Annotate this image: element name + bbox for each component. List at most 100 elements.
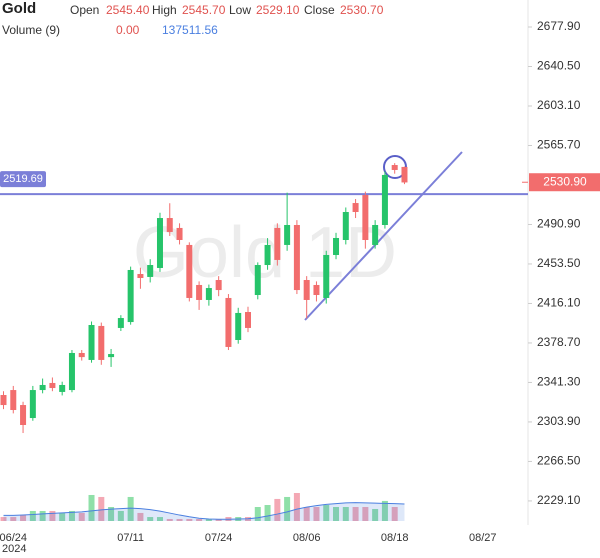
candle-body <box>68 352 75 391</box>
candle-body <box>215 280 222 291</box>
x-tick-label: 07/24 <box>205 532 233 544</box>
x-year-label: 2024 <box>2 543 26 555</box>
candle-body <box>352 203 359 213</box>
volume-bar <box>205 519 212 521</box>
y-tick-label: 2603.10 <box>537 98 581 112</box>
candle-body <box>78 352 85 358</box>
volume-bar <box>88 494 95 521</box>
candle-body <box>391 165 398 170</box>
candle-body <box>29 390 36 419</box>
candle-body <box>245 312 251 328</box>
candle-body <box>372 224 379 245</box>
y-tick-label: 2229.10 <box>537 493 581 507</box>
volume-bar <box>323 505 330 521</box>
legend-header: Gold Open 2545.40 High 2545.70 Low 2529.… <box>0 0 540 40</box>
volume-bar <box>186 519 193 521</box>
volume-bar <box>68 510 75 521</box>
low-label: Low <box>229 3 252 17</box>
candle-body <box>196 284 203 300</box>
volume-bar <box>293 493 300 521</box>
y-tick-label: 2416.10 <box>537 296 581 310</box>
x-tick-label: 06/24 <box>0 532 27 544</box>
candle-body <box>88 324 95 360</box>
volume-bar <box>39 510 46 521</box>
volume-bar <box>0 517 7 521</box>
symbol: Gold <box>2 0 37 17</box>
candle-body <box>264 244 271 266</box>
high-label: High <box>152 3 177 17</box>
x-tick-label: 07/11 <box>117 532 144 544</box>
candle-body <box>10 390 17 411</box>
volume-bar <box>352 507 359 521</box>
volume-bar <box>29 510 36 521</box>
y-tick-label: 2490.90 <box>537 217 581 231</box>
x-tick-label: 08/27 <box>469 532 497 544</box>
candle-body <box>49 382 56 389</box>
candle-body <box>342 212 349 240</box>
candle-body <box>284 224 291 245</box>
y-tick-label: 2266.50 <box>537 454 581 468</box>
candle-body <box>20 405 27 425</box>
volume-bar <box>166 519 173 521</box>
candle-body <box>313 284 320 296</box>
volume-bar <box>117 510 124 521</box>
y-tick-label: 2378.70 <box>537 335 581 349</box>
candle-body <box>147 265 154 277</box>
volume-bar <box>176 519 183 521</box>
candle-body <box>166 218 173 232</box>
volume-bar <box>78 512 85 521</box>
candle-body <box>176 227 183 240</box>
x-tick-label: 08/18 <box>381 532 409 544</box>
y-tick-label: 2640.50 <box>537 59 581 73</box>
volume-bar <box>196 519 203 521</box>
volume-bar <box>391 507 398 521</box>
candle-body <box>293 224 300 291</box>
candle-body <box>333 237 340 255</box>
volume-bar <box>137 512 144 521</box>
candle-body <box>59 384 66 392</box>
volume-bar <box>362 507 369 521</box>
volume-bar <box>372 508 379 521</box>
y-tick-label: 2677.90 <box>537 19 581 33</box>
volume-bar <box>303 507 310 521</box>
volume-bar <box>98 496 105 521</box>
close-value: 2530.70 <box>340 3 384 17</box>
volume-bar <box>284 496 291 521</box>
low-value: 2529.10 <box>256 3 300 17</box>
candle-body <box>117 318 124 328</box>
x-tick-label: 08/06 <box>293 532 321 544</box>
last-price-box <box>529 173 600 192</box>
candle-body <box>127 269 134 323</box>
volume-value: 0.00 <box>116 23 140 37</box>
volume-bar <box>59 512 66 521</box>
volume-bar <box>127 496 134 521</box>
y-tick-label: 2341.30 <box>537 375 581 389</box>
volume-label: Volume (9) <box>2 23 61 37</box>
candle-body <box>156 218 163 268</box>
volume-bar <box>215 519 222 521</box>
y-tick-label: 2303.90 <box>537 414 581 428</box>
candle-body <box>108 354 115 358</box>
candle-body <box>362 195 369 240</box>
volume-bar <box>108 507 115 521</box>
volume-bar <box>254 507 261 521</box>
candle-body <box>137 273 144 279</box>
volume-bar <box>49 510 56 521</box>
candle-body <box>205 288 212 300</box>
close-label: Close <box>304 3 335 17</box>
candle-body <box>225 297 232 347</box>
candle-body <box>303 280 310 300</box>
volume-bar <box>381 500 388 521</box>
y-tick-label: 2565.70 <box>537 138 581 152</box>
volume-bar <box>10 517 17 521</box>
volume-bar <box>274 498 281 521</box>
volume-ma-line <box>3 502 405 520</box>
candle-body <box>401 166 408 183</box>
candle-body <box>98 325 105 360</box>
candle-body <box>0 395 7 406</box>
volume-bar <box>333 507 340 521</box>
high-value: 2545.70 <box>182 3 226 17</box>
trend-line[interactable] <box>304 151 463 321</box>
volume-ma-area <box>3 502 405 521</box>
